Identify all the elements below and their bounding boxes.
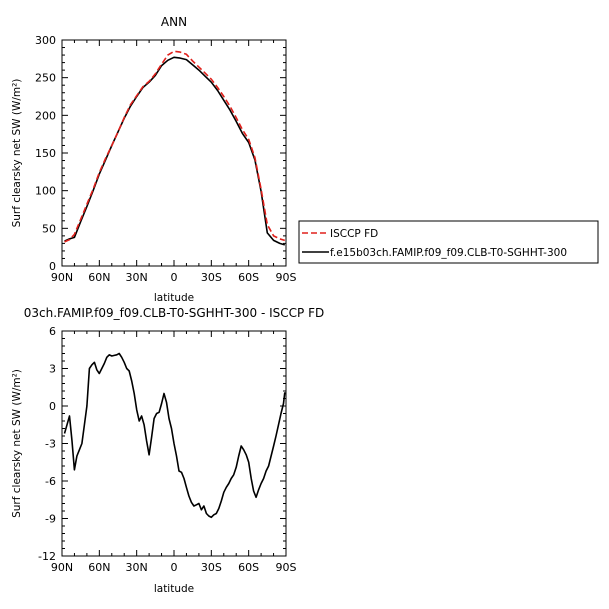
y-tick-label: -3	[45, 438, 56, 451]
top-chart-title: ANN	[161, 15, 187, 29]
top-chart-ticks: 90N 60N 30N 0 30S 60S 90S 0 50 100 150 200 250 300	[35, 34, 297, 284]
y-tick-label: 0	[49, 400, 56, 413]
bottom-chart-y-axis-label: Surf clearsky net SW (W/m²)	[11, 369, 23, 518]
y-tick-label: 200	[35, 109, 56, 122]
top-chart-series	[64, 50, 286, 246]
x-tick-label: 90S	[276, 561, 297, 574]
top-chart: ANN Surf clearsky net SW (W/m²) latitude…	[11, 15, 297, 304]
y-tick-label: 150	[35, 147, 56, 160]
bottom-chart-x-axis-label: latitude	[154, 583, 194, 595]
x-tick-label: 30N	[126, 271, 148, 284]
y-tick-label: 6	[49, 325, 56, 338]
x-tick-label: 90S	[276, 271, 297, 284]
y-tick-label: 250	[35, 72, 56, 85]
legend: ISCCP FD f.e15b03ch.FAMIP.f09_f09.CLB-T0…	[298, 220, 599, 264]
series-line-isccp	[64, 50, 286, 243]
y-tick-label: -12	[38, 550, 56, 563]
y-tick-label: -6	[45, 475, 56, 488]
x-tick-label: 60S	[238, 561, 259, 574]
top-chart-y-axis-label: Surf clearsky net SW (W/m²)	[11, 79, 23, 228]
x-tick-label: 30N	[126, 561, 148, 574]
y-tick-label: 50	[42, 222, 56, 235]
x-tick-label: 0	[171, 271, 178, 284]
y-tick-label: 100	[35, 185, 56, 198]
legend-label-isccp: ISCCP FD	[330, 228, 378, 240]
bottom-chart: 03ch.FAMIP.f09_f09.CLB-T0-SGHHT-300 - IS…	[11, 306, 324, 595]
legend-box	[298, 220, 599, 264]
x-tick-label: 90N	[51, 271, 73, 284]
bottom-chart-title: 03ch.FAMIP.f09_f09.CLB-T0-SGHHT-300 - IS…	[24, 306, 325, 320]
y-tick-label: 3	[49, 363, 56, 376]
y-tick-label: 300	[35, 34, 56, 47]
bottom-chart-ticks: 90N 60N 30N 0 30S 60S 90S -12 -9 -6 -3 0 3 6	[38, 325, 296, 574]
x-tick-label: 0	[171, 561, 178, 574]
series-line-model	[63, 352, 286, 519]
y-tick-label: 0	[49, 260, 56, 273]
x-tick-label: 30S	[201, 561, 222, 574]
legend-label-model: f.e15b03ch.FAMIP.f09_f09.CLB-T0-SGHHT-30…	[330, 247, 567, 259]
x-tick-label: 30S	[201, 271, 222, 284]
top-chart-plot-frame	[61, 39, 287, 267]
bottom-chart-series	[63, 352, 286, 519]
top-chart-x-axis-label: latitude	[154, 292, 194, 304]
x-tick-label: 60N	[88, 561, 110, 574]
x-tick-label: 60N	[88, 271, 110, 284]
bottom-chart-plot-frame	[61, 330, 287, 557]
y-tick-label: -9	[45, 513, 56, 526]
x-tick-label: 60S	[238, 271, 259, 284]
x-tick-label: 90N	[51, 561, 73, 574]
series-line-model	[64, 56, 286, 246]
